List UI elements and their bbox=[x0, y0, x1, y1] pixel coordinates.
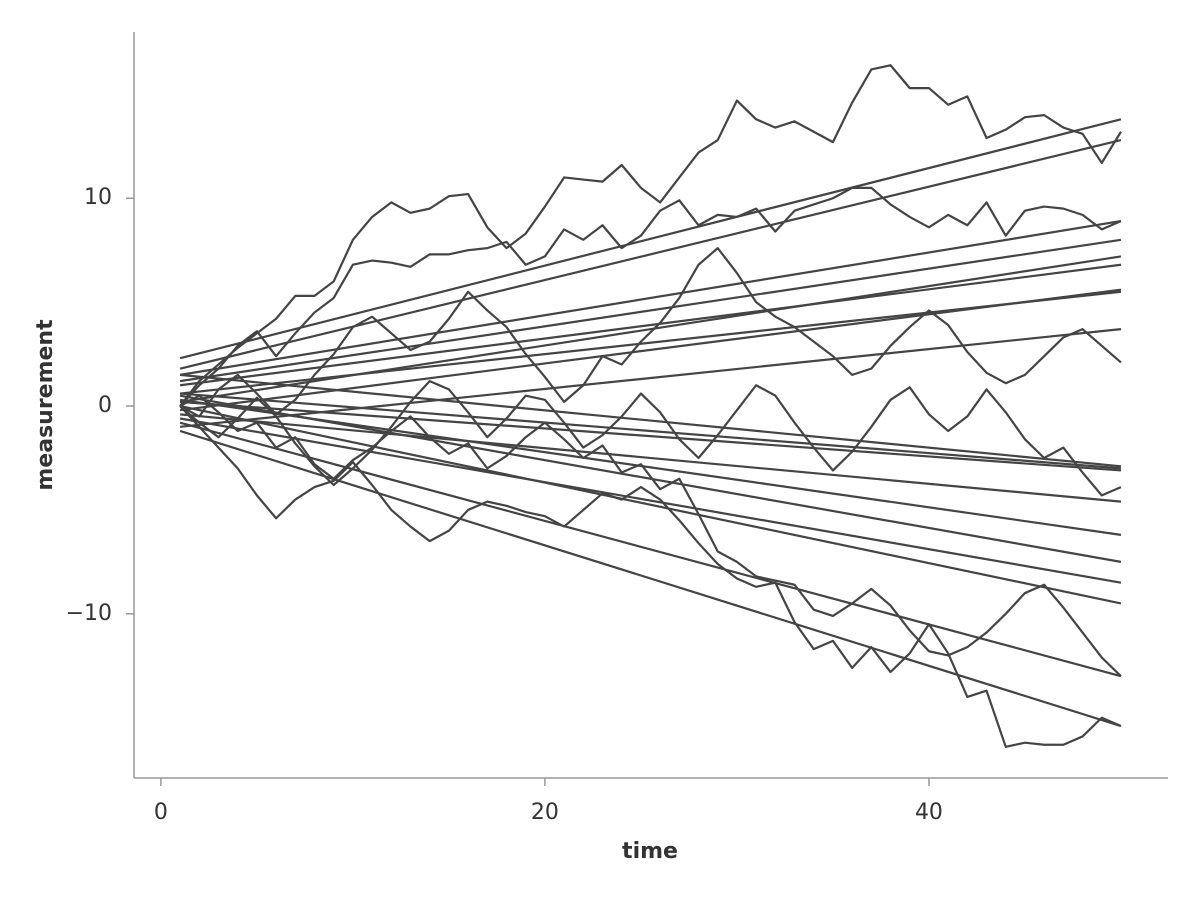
fit-line bbox=[179, 263, 1122, 387]
fit-line bbox=[179, 290, 1122, 395]
fit-line bbox=[179, 118, 1122, 360]
y-tick-label: 0 bbox=[98, 393, 112, 418]
y-tick-label: 10 bbox=[84, 185, 112, 210]
fit-line bbox=[179, 138, 1122, 370]
walk-line bbox=[179, 405, 1122, 748]
fit-line bbox=[179, 404, 1122, 605]
fit-line bbox=[179, 373, 1122, 468]
fit-line bbox=[179, 328, 1122, 428]
x-tick-label: 0 bbox=[154, 800, 168, 825]
y-tick-label: −10 bbox=[66, 601, 112, 626]
walk-line bbox=[179, 186, 1122, 407]
x-tick-label: 20 bbox=[531, 800, 559, 825]
walk-line bbox=[179, 394, 1122, 677]
fit-line bbox=[179, 421, 1122, 678]
fit-line bbox=[179, 238, 1122, 383]
fit-line bbox=[179, 394, 1122, 563]
fit-line bbox=[179, 255, 1122, 403]
fit-line bbox=[179, 392, 1122, 470]
x-axis-label: time bbox=[622, 839, 678, 864]
fit-line bbox=[179, 417, 1122, 584]
walk-line bbox=[179, 64, 1122, 407]
x-tick-label: 40 bbox=[915, 800, 943, 825]
fit-line bbox=[180, 400, 1122, 472]
walk-line bbox=[179, 380, 1122, 497]
fit-line bbox=[179, 429, 1122, 728]
fit-line bbox=[179, 220, 1122, 376]
fit-line bbox=[179, 413, 1122, 503]
y-axis-label: measurement bbox=[33, 319, 58, 491]
